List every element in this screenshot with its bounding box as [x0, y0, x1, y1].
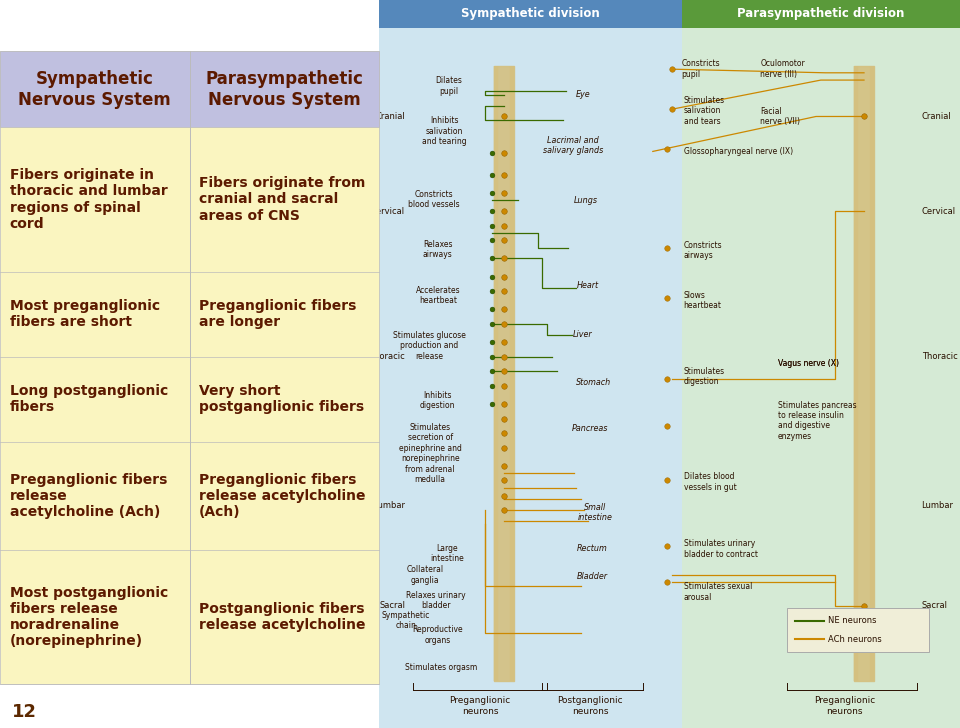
Text: Sympathetic division: Sympathetic division — [461, 7, 600, 20]
Text: Inhibits
salivation
and tearing: Inhibits salivation and tearing — [422, 116, 467, 146]
Text: Collateral
ganglia: Collateral ganglia — [407, 566, 444, 585]
Text: Heart: Heart — [576, 281, 599, 290]
Text: Stimulates
secretion of
epinephrine and
norepinephrine
from adrenal
medulla: Stimulates secretion of epinephrine and … — [398, 423, 462, 484]
Text: Thoracic: Thoracic — [922, 352, 957, 361]
Text: Vagus nerve (X): Vagus nerve (X) — [778, 360, 839, 368]
Text: Slows
heartbeat: Slows heartbeat — [684, 291, 722, 310]
Text: Preganglionic
neurons: Preganglionic neurons — [449, 697, 511, 716]
Text: Preganglionic fibers
are longer: Preganglionic fibers are longer — [200, 299, 356, 329]
Text: Parasympathetic
Nervous System: Parasympathetic Nervous System — [205, 70, 363, 108]
Bar — [682, 0, 960, 28]
Text: Very short
postganglionic fibers: Very short postganglionic fibers — [200, 384, 365, 414]
Text: Stimulates sexual
arousal: Stimulates sexual arousal — [684, 582, 752, 601]
Text: Oculomotor
nerve (III): Oculomotor nerve (III) — [760, 60, 805, 79]
Text: Cranial: Cranial — [922, 112, 951, 121]
Text: Most preganglionic
fibers are short: Most preganglionic fibers are short — [10, 299, 159, 329]
Bar — [682, 0, 960, 728]
Text: Eye: Eye — [575, 90, 590, 99]
Bar — [379, 0, 682, 728]
Text: Preganglionic fibers
release
acetylcholine (Ach): Preganglionic fibers release acetylcholi… — [10, 472, 167, 519]
Text: Stimulates urinary
bladder to contract: Stimulates urinary bladder to contract — [684, 539, 757, 558]
Text: Rectum: Rectum — [577, 544, 608, 553]
Text: Small
intestine: Small intestine — [578, 503, 612, 522]
Text: Lumbar: Lumbar — [922, 502, 953, 510]
Text: 12: 12 — [12, 703, 36, 721]
Text: Bladder: Bladder — [577, 572, 608, 581]
Text: Lumbar: Lumbar — [373, 502, 405, 510]
Bar — [787, 608, 929, 652]
Text: Postganglionic
neurons: Postganglionic neurons — [558, 697, 623, 716]
Text: Facial
nerve (VII): Facial nerve (VII) — [760, 107, 801, 126]
Text: Accelerates
heartbeat: Accelerates heartbeat — [416, 286, 460, 305]
Text: Cervical: Cervical — [371, 207, 405, 215]
Text: Inhibits
digestion: Inhibits digestion — [420, 391, 455, 410]
Text: Preganglionic fibers
release acetylcholine
(Ach): Preganglionic fibers release acetylcholi… — [200, 472, 366, 519]
Text: Sympathetic
chain: Sympathetic chain — [382, 611, 430, 630]
Text: Liver: Liver — [573, 331, 592, 339]
Bar — [379, 0, 682, 28]
Text: Lungs: Lungs — [574, 196, 597, 205]
Text: Constricts
pupil: Constricts pupil — [682, 60, 720, 79]
Text: Thoracic: Thoracic — [370, 352, 405, 361]
Text: Glossopharyngeal nerve (IX): Glossopharyngeal nerve (IX) — [684, 147, 793, 156]
Text: Pancreas: Pancreas — [572, 424, 609, 432]
Text: Large
intestine: Large intestine — [430, 544, 465, 563]
Text: Constricts
blood vessels: Constricts blood vessels — [408, 190, 460, 209]
Text: Constricts
airways: Constricts airways — [684, 241, 722, 260]
Text: Lacrimal and
salivary glands: Lacrimal and salivary glands — [543, 136, 603, 155]
Text: Stimulates glucose
production and
release: Stimulates glucose production and releas… — [393, 331, 466, 360]
Text: Fibers originate in
thoracic and lumbar
regions of spinal
cord: Fibers originate in thoracic and lumbar … — [10, 168, 167, 231]
Text: Sacral: Sacral — [922, 601, 948, 610]
Text: Stimulates pancreas
to release insulin
and digestive
enzymes: Stimulates pancreas to release insulin a… — [778, 400, 856, 441]
Text: Relaxes urinary
bladder: Relaxes urinary bladder — [406, 591, 466, 610]
Text: Parasympathetic division: Parasympathetic division — [737, 7, 904, 20]
Text: ACh neurons: ACh neurons — [828, 635, 882, 644]
Text: Dilates
pupil: Dilates pupil — [435, 76, 462, 95]
Text: Stimulates orgasm: Stimulates orgasm — [405, 663, 478, 672]
Text: Cranial: Cranial — [375, 112, 405, 121]
Bar — [0, 51, 379, 127]
Text: Sympathetic
Nervous System: Sympathetic Nervous System — [18, 70, 171, 108]
Text: Fibers originate from
cranial and sacral
areas of CNS: Fibers originate from cranial and sacral… — [200, 176, 366, 223]
Text: Reproductive
organs: Reproductive organs — [413, 625, 463, 644]
Text: NE neurons: NE neurons — [828, 617, 877, 625]
Bar — [0, 51, 379, 684]
Text: Stimulates
digestion: Stimulates digestion — [684, 367, 725, 386]
Text: Vagus nerve (X): Vagus nerve (X) — [778, 360, 839, 368]
Text: Relaxes
airways: Relaxes airways — [423, 240, 452, 259]
Text: Preganglionic
neurons: Preganglionic neurons — [814, 697, 876, 716]
Text: Dilates blood
vessels in gut: Dilates blood vessels in gut — [684, 472, 736, 491]
Text: Cervical: Cervical — [922, 207, 956, 215]
Text: Stomach: Stomach — [576, 379, 611, 387]
Text: Sacral: Sacral — [379, 601, 405, 610]
Text: Stimulates
salivation
and tears: Stimulates salivation and tears — [684, 96, 725, 125]
Text: Most postganglionic
fibers release
noradrenaline
(norepinephrine): Most postganglionic fibers release norad… — [10, 586, 168, 649]
Text: Postganglionic fibers
release acetylcholine: Postganglionic fibers release acetylchol… — [200, 602, 366, 632]
Text: Long postganglionic
fibers: Long postganglionic fibers — [10, 384, 168, 414]
